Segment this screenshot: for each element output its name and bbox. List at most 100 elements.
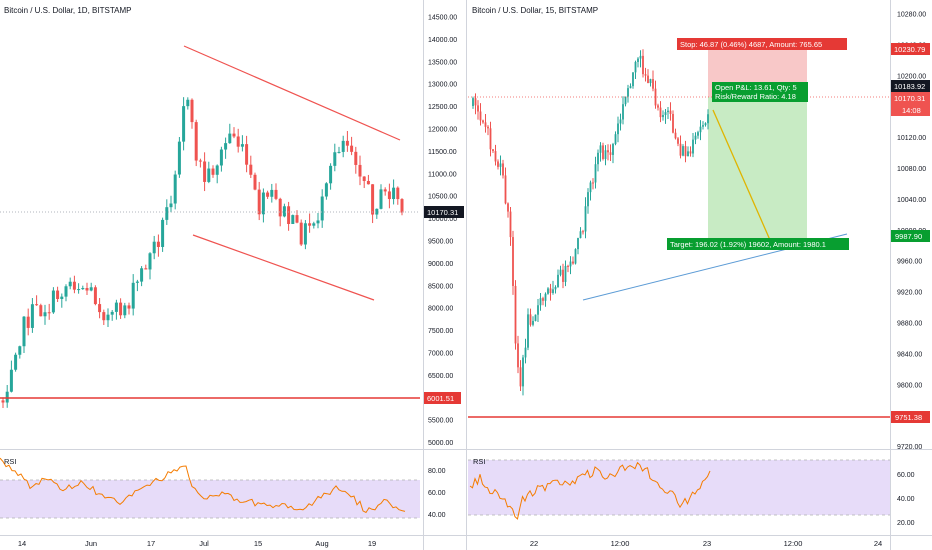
left-candle	[98, 304, 102, 313]
right-rsi-axis: 60.00 40.00 20.00	[897, 472, 915, 527]
right-chart[interactable]: Stop: 46.87 (0.46%) 4687, Amount: 765.65…	[468, 0, 930, 550]
left-price-tick: 10000.00	[428, 216, 457, 223]
right-candle	[507, 203, 509, 212]
left-candle	[291, 215, 295, 224]
right-rsi-tick: 20.00	[897, 520, 915, 527]
left-price-tick: 14000.00	[428, 37, 457, 44]
right-candle	[512, 237, 514, 286]
left-candle	[9, 369, 13, 392]
left-candle	[135, 281, 139, 283]
left-candle	[245, 144, 249, 165]
right-candle	[612, 144, 614, 155]
right-candle	[609, 152, 612, 155]
left-candle	[35, 304, 39, 306]
right-candle	[569, 261, 572, 267]
left-candle	[81, 288, 85, 290]
left-candle	[43, 312, 47, 317]
left-time-axis[interactable]: 14 Jun 17 Jul 15 Aug 19	[18, 539, 376, 548]
right-candle	[517, 343, 519, 368]
svg-text:10170.31: 10170.31	[894, 94, 925, 103]
right-candle	[597, 152, 599, 165]
right-candle	[599, 145, 602, 153]
right-candle	[592, 182, 594, 184]
left-candle	[156, 241, 160, 247]
stop-price-tag: 10230.79	[891, 43, 930, 55]
left-candle	[114, 302, 118, 312]
right-candle	[689, 151, 692, 154]
right-candle	[672, 113, 674, 133]
left-candle	[350, 145, 354, 152]
left-candle	[337, 151, 341, 153]
left-candle	[152, 241, 156, 254]
right-candle	[519, 367, 522, 387]
right-chart-title: Bitcoin / U.S. Dollar, 15, BITSTAMP	[472, 6, 598, 15]
right-candle	[659, 107, 662, 118]
current-price-tag: 10183.92	[891, 80, 930, 92]
left-candle	[148, 253, 152, 270]
right-candle	[619, 119, 622, 124]
left-last-price-tag: 10170.31	[424, 206, 464, 218]
right-candle	[574, 249, 577, 264]
left-candle	[228, 133, 232, 144]
right-time-axis[interactable]: 22 12:00 23 12:00 24	[530, 539, 882, 548]
right-time-tick: 12:00	[611, 539, 630, 548]
left-candle	[329, 165, 333, 184]
projection-line[interactable]	[712, 109, 771, 241]
left-price-tick: 12000.00	[428, 127, 457, 134]
svg-text:10183.92: 10183.92	[894, 82, 925, 91]
left-time-tick: Aug	[315, 539, 328, 548]
right-candle	[584, 206, 587, 232]
left-rsi-label: RSI	[4, 457, 17, 466]
left-rsi-tick: 80.00	[428, 468, 446, 475]
left-candle	[366, 180, 370, 185]
left-price-tick: 12500.00	[428, 104, 457, 111]
left-price-tick: 7000.00	[428, 351, 453, 358]
right-candle	[477, 105, 479, 112]
right-candle	[697, 132, 699, 136]
pnl-label: Open P&L: 13.61, Qty: 5 Risk/Reward Rati…	[712, 82, 808, 102]
left-candle	[85, 288, 89, 291]
left-candle	[266, 192, 270, 197]
svg-text:10230.79: 10230.79	[894, 45, 925, 54]
right-candle	[629, 86, 632, 89]
left-candle	[56, 290, 60, 299]
left-candle	[371, 184, 375, 215]
left-candle	[303, 223, 307, 245]
right-candle	[647, 75, 649, 84]
right-candle	[607, 150, 609, 153]
right-support-tag: 9751.38	[891, 411, 930, 423]
left-candle	[39, 305, 43, 317]
left-candle	[173, 174, 177, 204]
left-candle	[383, 189, 387, 192]
right-candle	[669, 110, 672, 114]
left-candle	[333, 152, 337, 166]
target-price-tag: 9987.90	[891, 230, 930, 242]
left-candle	[312, 223, 316, 226]
left-price-tick: 9500.00	[428, 239, 453, 246]
right-candle	[657, 105, 659, 108]
left-candle	[68, 281, 72, 287]
svg-text:Risk/Reward Ratio: 4.18: Risk/Reward Ratio: 4.18	[715, 92, 796, 101]
left-candle	[295, 215, 299, 223]
right-price-tick: 9720.00	[897, 444, 922, 451]
target-zone[interactable]	[708, 97, 807, 239]
left-candle	[324, 183, 328, 197]
right-candle	[552, 289, 554, 293]
right-candle	[587, 192, 589, 207]
left-rsi-tick: 60.00	[428, 490, 446, 497]
right-price-tick: 10120.00	[897, 135, 926, 142]
right-candle	[624, 96, 627, 105]
left-price-tick: 7500.00	[428, 328, 453, 335]
right-candle	[527, 314, 529, 348]
left-candle	[119, 302, 123, 316]
right-candle	[677, 138, 679, 144]
left-time-tick: 19	[368, 539, 376, 548]
left-time-tick: 14	[18, 539, 26, 548]
right-candle	[637, 58, 639, 62]
left-candle	[14, 354, 18, 370]
left-candle	[106, 314, 110, 321]
left-candle	[240, 144, 244, 147]
left-candle	[194, 122, 198, 161]
left-candle	[282, 206, 286, 217]
